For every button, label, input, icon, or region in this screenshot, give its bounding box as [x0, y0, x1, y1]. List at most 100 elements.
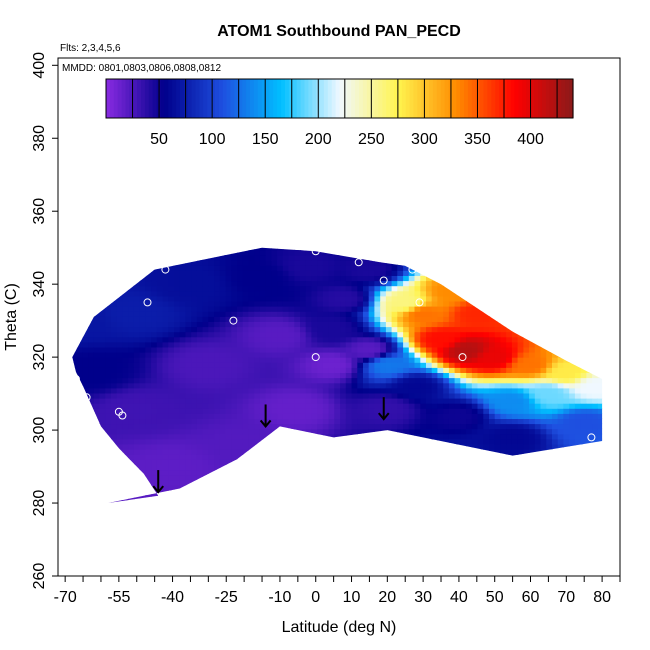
- field-cell: [265, 484, 272, 491]
- field-cell: [294, 428, 301, 435]
- field-cell: [448, 306, 456, 312]
- field-cell: [225, 346, 232, 353]
- field-cell: [494, 255, 501, 261]
- field-cell: [145, 372, 152, 379]
- field-cell: [471, 479, 479, 486]
- field-cell: [414, 495, 421, 501]
- field-cell: [483, 449, 490, 455]
- field-cell: [340, 265, 347, 271]
- field-cell: [437, 377, 444, 384]
- field-cell: [604, 470, 610, 476]
- field-cell: [351, 247, 358, 251]
- field-cell: [88, 260, 95, 266]
- field-cell: [294, 362, 301, 368]
- field-cell: [351, 260, 358, 266]
- field-cell: [511, 372, 519, 379]
- field-cell: [231, 423, 238, 430]
- field-cell: [477, 270, 484, 276]
- field-cell: [259, 311, 267, 317]
- field-cell: [162, 484, 169, 491]
- field-cell: [431, 326, 438, 333]
- field-cell: [477, 408, 484, 414]
- field-cell: [214, 270, 221, 276]
- field-cell: [426, 484, 433, 491]
- field-cell: [317, 255, 324, 261]
- field-cell: [403, 331, 410, 338]
- field-cell: [128, 321, 135, 328]
- field-cell: [523, 505, 529, 511]
- field-cell: [563, 275, 570, 282]
- field-cell: [185, 331, 192, 338]
- field-cell: [77, 240, 83, 246]
- field-cell: [294, 336, 301, 343]
- field-cell: [265, 290, 272, 297]
- field-cell: [351, 443, 358, 450]
- field-cell: [569, 495, 576, 501]
- field-cell: [179, 377, 186, 384]
- field-cell: [122, 454, 129, 460]
- field-cell: [191, 387, 198, 394]
- field-cell: [597, 454, 603, 460]
- field-cell: [225, 413, 232, 419]
- field-cell: [351, 295, 358, 302]
- field-cell: [385, 387, 393, 394]
- field-cell: [489, 346, 496, 353]
- field-cell: [271, 403, 278, 409]
- field-cell: [311, 311, 318, 317]
- field-cell: [385, 367, 393, 373]
- field-cell: [431, 362, 438, 368]
- field-cell: [111, 295, 118, 302]
- field-cell: [489, 352, 496, 358]
- field-cell: [116, 413, 123, 419]
- field-cell: [179, 459, 186, 465]
- field-cell: [426, 489, 433, 496]
- field-cell: [225, 438, 232, 445]
- field-cell: [196, 387, 204, 394]
- field-cell: [391, 489, 398, 496]
- field-cell: [300, 474, 307, 481]
- field-cell: [72, 484, 78, 491]
- field-cell: [105, 489, 112, 496]
- field-cell: [214, 372, 221, 379]
- field-cell: [311, 249, 318, 256]
- field-cell: [65, 500, 71, 506]
- field-cell: [403, 341, 410, 348]
- field-cell: [454, 413, 461, 419]
- field-cell: [374, 403, 381, 409]
- field-cell: [72, 489, 78, 496]
- field-cell: [368, 306, 375, 312]
- field-cell: [76, 255, 83, 261]
- field-cell: [202, 341, 209, 348]
- field-cell: [202, 418, 209, 425]
- field-cell: [574, 306, 582, 312]
- field-cell: [288, 247, 295, 251]
- field-cell: [345, 306, 353, 312]
- field-cell: [185, 295, 192, 302]
- field-cell: [500, 285, 507, 292]
- field-cell: [128, 300, 135, 307]
- field-cell: [179, 362, 186, 368]
- field-cell: [443, 367, 450, 373]
- field-cell: [540, 357, 547, 363]
- field-cell: [328, 392, 335, 399]
- field-cell: [409, 240, 415, 246]
- field-cell: [328, 413, 335, 419]
- field-cell: [563, 300, 570, 307]
- field-cell: [511, 423, 519, 430]
- field-cell: [225, 443, 232, 450]
- field-cell: [128, 423, 135, 430]
- field-cell: [414, 326, 421, 333]
- field-cell: [139, 336, 146, 343]
- field-cell: [122, 306, 129, 312]
- field-cell: [237, 249, 244, 256]
- field-cell: [391, 428, 398, 435]
- field-cell: [116, 454, 123, 460]
- field-cell: [574, 362, 582, 368]
- field-cell: [357, 316, 364, 322]
- field-cell: [511, 357, 519, 363]
- field-cell: [477, 352, 484, 358]
- field-cell: [506, 352, 513, 358]
- field-cell: [380, 295, 387, 302]
- field-cell: [225, 418, 232, 425]
